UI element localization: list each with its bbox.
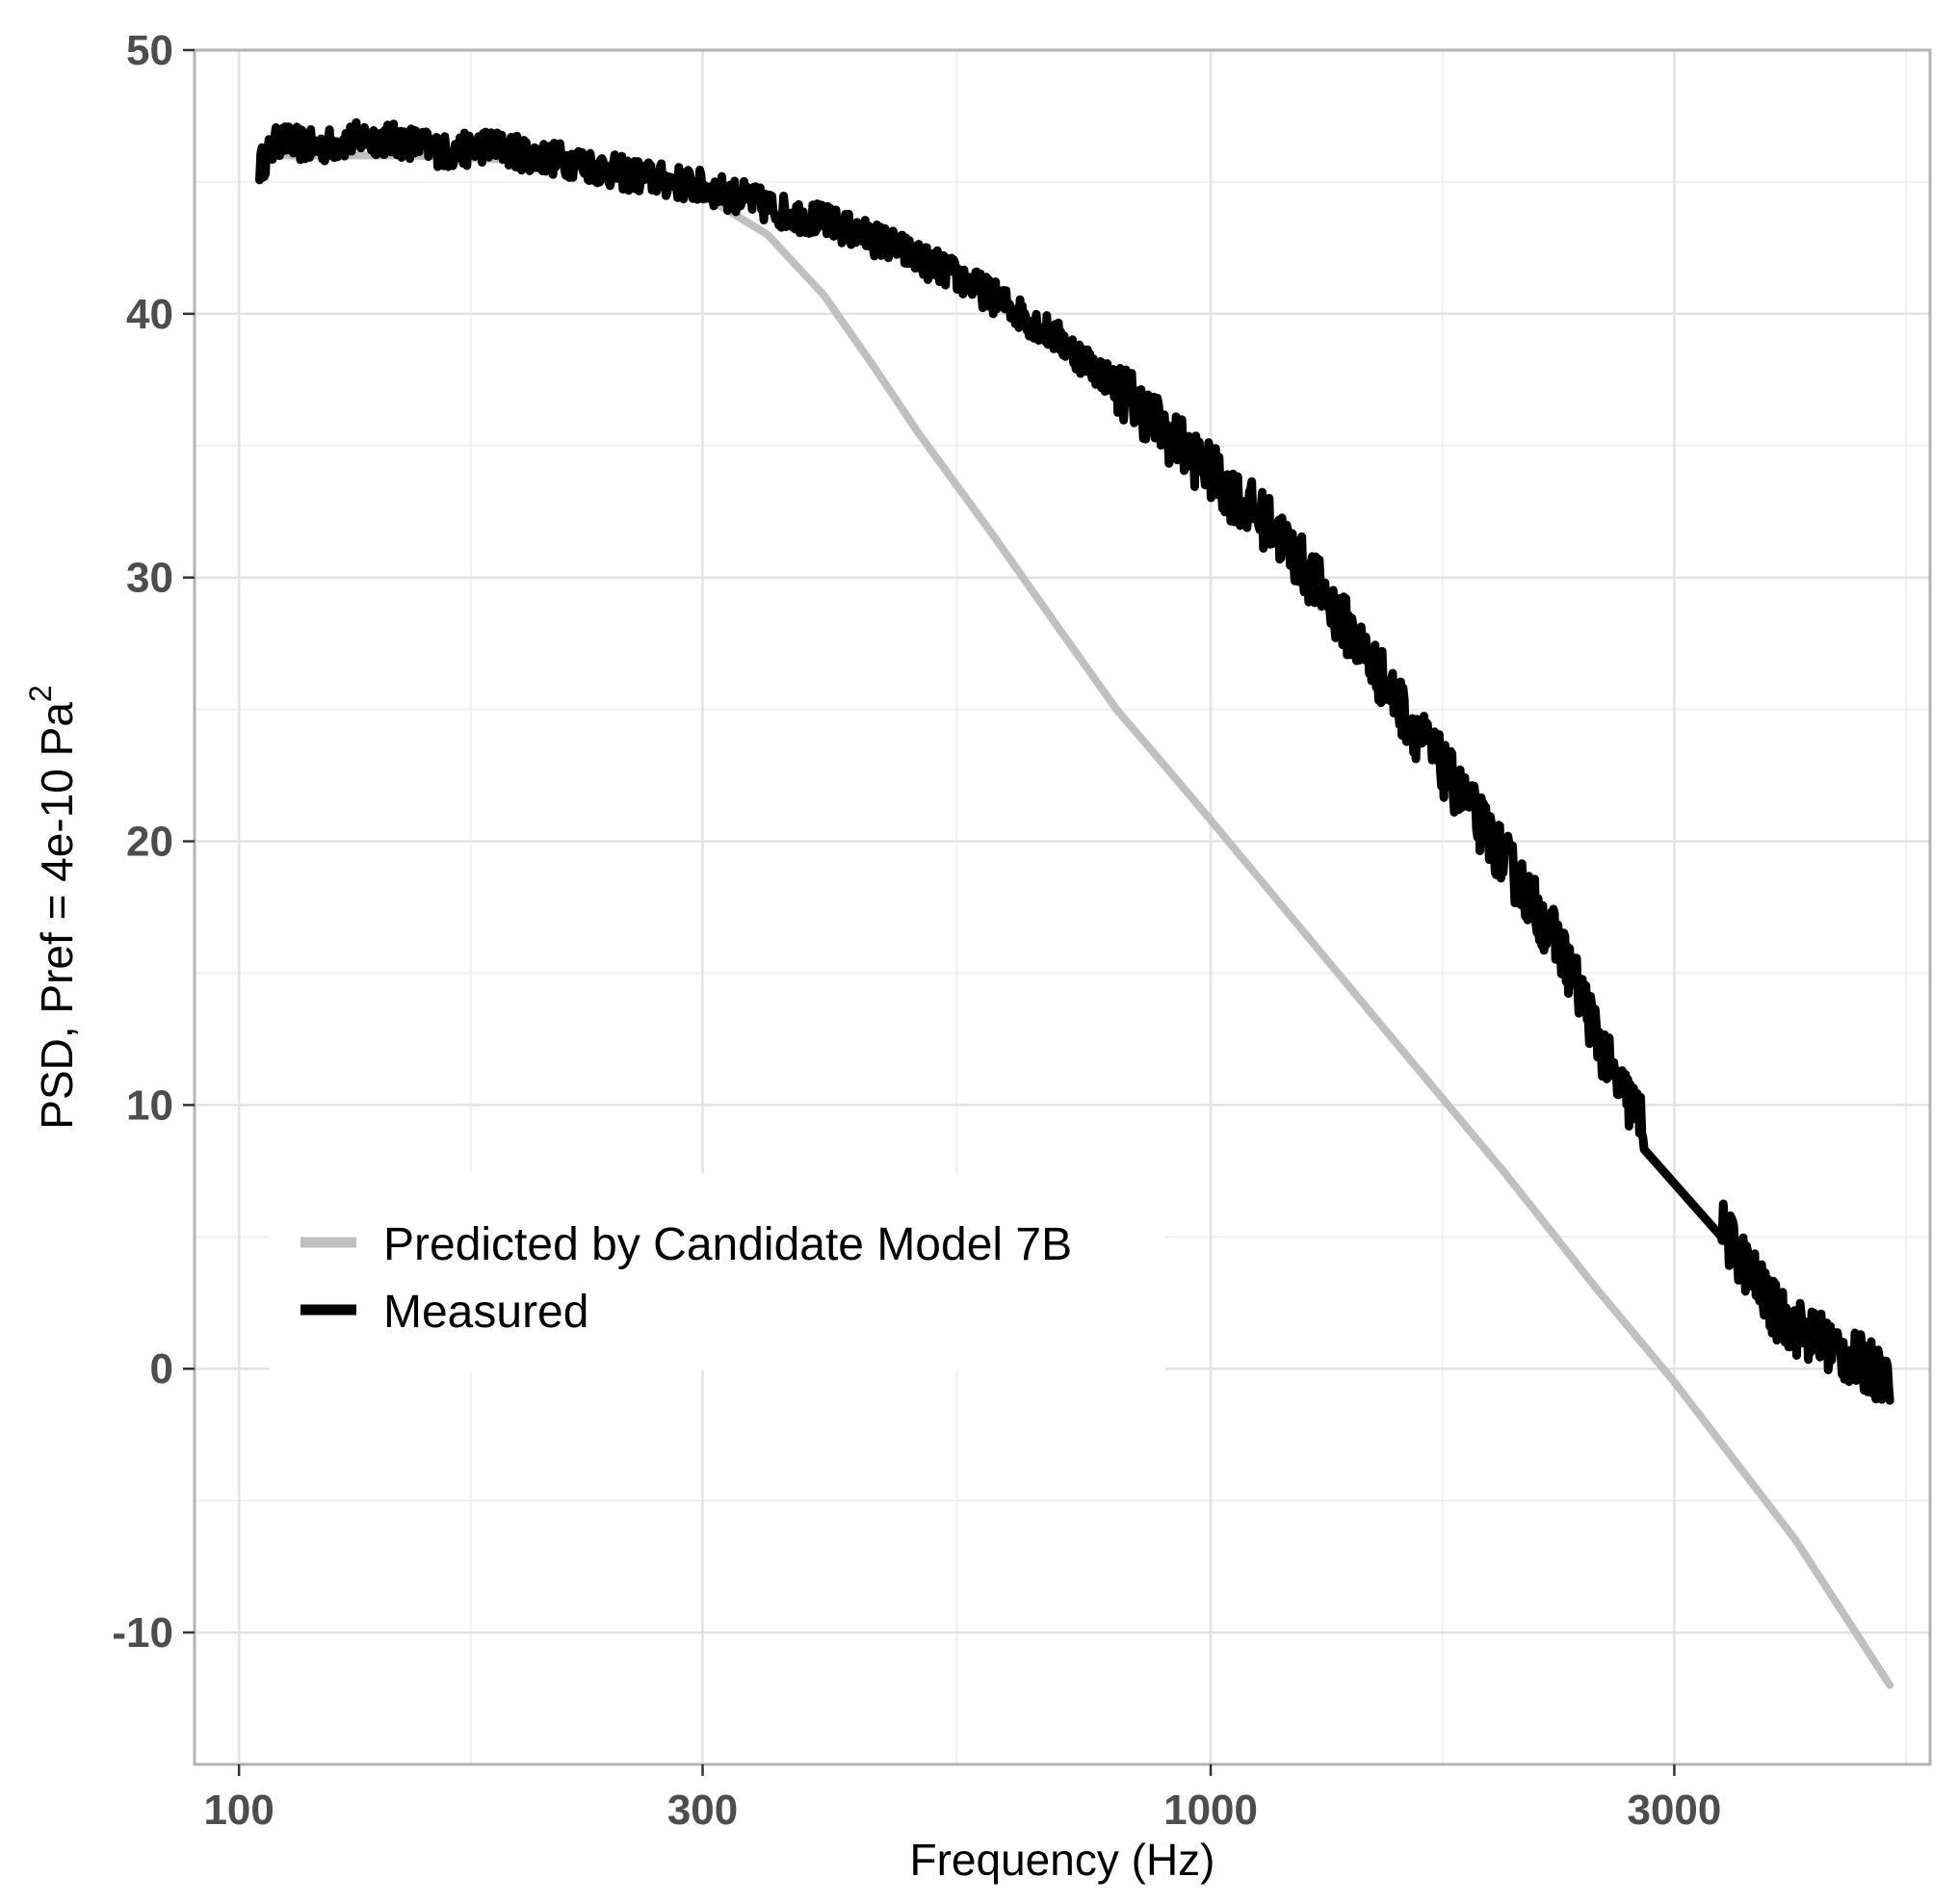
y-tick-label: -10 <box>112 1609 173 1656</box>
y-axis-title-main: PSD, Pref = 4e-10 Pa <box>32 702 82 1130</box>
legend: Predicted by Candidate Model 7B Measured <box>300 1219 1072 1338</box>
y-tick-label: 30 <box>126 555 173 602</box>
legend-label-measured: Measured <box>383 1287 588 1338</box>
y-tick-label: 0 <box>150 1345 173 1393</box>
x-axis-title: Frequency (Hz) <box>910 1835 1215 1885</box>
x-tick-label: 300 <box>667 1787 738 1834</box>
ticks-layer: 100 300 1000 3000 -10 0 10 20 30 40 50 <box>112 27 1721 1834</box>
x-tick-label: 1000 <box>1163 1787 1258 1834</box>
y-axis-title-superscript: 2 <box>23 685 58 702</box>
legend-label-predicted: Predicted by Candidate Model 7B <box>383 1219 1072 1270</box>
y-tick-label: 10 <box>126 1082 173 1129</box>
x-tick-label: 100 <box>203 1787 274 1834</box>
y-tick-label: 50 <box>126 27 173 74</box>
x-tick-label: 3000 <box>1627 1787 1721 1834</box>
series-layer <box>255 117 1894 1689</box>
y-axis-title: PSD, Pref = 4e-10 Pa2 <box>23 685 82 1129</box>
y-tick-label: 20 <box>126 819 173 866</box>
series-line-measured <box>255 117 1894 1405</box>
y-tick-label: 40 <box>126 291 173 338</box>
legend-background <box>270 1173 1165 1370</box>
panel-border <box>193 48 1932 1766</box>
